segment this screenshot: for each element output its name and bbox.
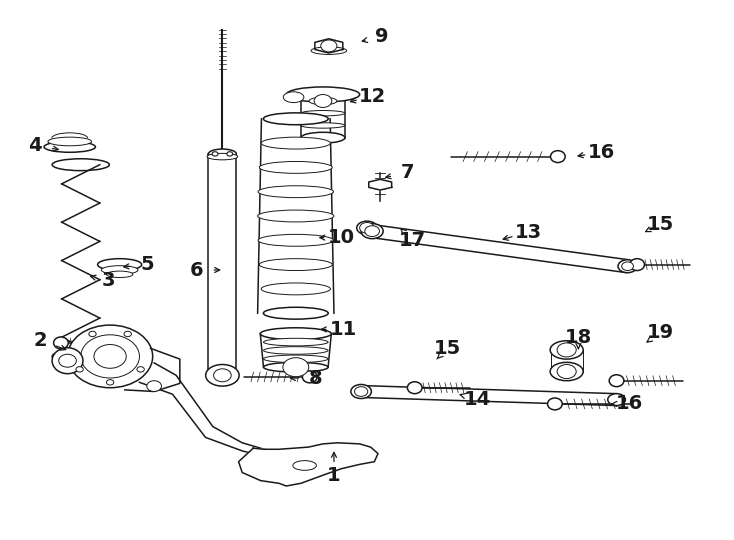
Ellipse shape xyxy=(52,348,83,374)
Text: 16: 16 xyxy=(588,143,616,162)
Text: 10: 10 xyxy=(328,228,355,247)
Ellipse shape xyxy=(609,375,624,387)
Ellipse shape xyxy=(101,266,138,274)
Ellipse shape xyxy=(302,371,317,383)
Circle shape xyxy=(137,367,145,372)
Circle shape xyxy=(355,387,368,396)
Ellipse shape xyxy=(407,382,422,394)
Ellipse shape xyxy=(550,362,583,381)
Circle shape xyxy=(365,226,379,237)
Ellipse shape xyxy=(311,47,346,55)
Circle shape xyxy=(360,222,374,233)
Text: 12: 12 xyxy=(359,86,387,106)
Circle shape xyxy=(214,369,231,382)
Ellipse shape xyxy=(258,210,334,222)
Text: 13: 13 xyxy=(515,222,542,242)
Ellipse shape xyxy=(264,355,328,363)
Text: 18: 18 xyxy=(564,328,592,347)
Ellipse shape xyxy=(351,384,371,399)
Text: 9: 9 xyxy=(375,27,388,46)
Circle shape xyxy=(59,354,76,367)
Ellipse shape xyxy=(261,328,331,340)
Text: 5: 5 xyxy=(140,255,153,274)
Circle shape xyxy=(81,335,139,378)
Text: 16: 16 xyxy=(616,394,644,414)
Ellipse shape xyxy=(301,123,345,128)
Circle shape xyxy=(212,152,218,156)
Ellipse shape xyxy=(264,347,328,354)
Circle shape xyxy=(314,94,332,107)
Circle shape xyxy=(76,367,83,372)
Ellipse shape xyxy=(550,151,565,163)
Ellipse shape xyxy=(293,461,316,470)
Circle shape xyxy=(622,262,633,271)
Ellipse shape xyxy=(301,132,345,143)
Polygon shape xyxy=(361,386,617,406)
Ellipse shape xyxy=(106,271,133,278)
Ellipse shape xyxy=(52,350,109,363)
Ellipse shape xyxy=(361,224,383,239)
Ellipse shape xyxy=(259,259,333,271)
Ellipse shape xyxy=(259,161,333,173)
Ellipse shape xyxy=(54,337,68,349)
Circle shape xyxy=(557,343,576,357)
Polygon shape xyxy=(239,443,378,486)
Polygon shape xyxy=(371,225,629,273)
Ellipse shape xyxy=(309,97,337,105)
Ellipse shape xyxy=(608,394,625,406)
Text: 3: 3 xyxy=(102,271,115,291)
Text: 15: 15 xyxy=(647,214,675,234)
Ellipse shape xyxy=(44,141,95,152)
Ellipse shape xyxy=(264,362,328,372)
Text: 6: 6 xyxy=(190,260,203,280)
Ellipse shape xyxy=(52,159,109,171)
Circle shape xyxy=(89,331,96,336)
Ellipse shape xyxy=(357,221,377,234)
Circle shape xyxy=(106,380,114,385)
Polygon shape xyxy=(315,39,343,53)
Text: 4: 4 xyxy=(29,136,42,156)
Ellipse shape xyxy=(48,137,92,146)
Ellipse shape xyxy=(208,149,236,159)
Circle shape xyxy=(68,325,153,388)
Ellipse shape xyxy=(548,398,562,410)
Ellipse shape xyxy=(206,364,239,386)
Circle shape xyxy=(227,152,233,156)
Text: 17: 17 xyxy=(399,231,426,250)
Ellipse shape xyxy=(264,113,328,125)
Ellipse shape xyxy=(630,259,644,271)
Ellipse shape xyxy=(98,259,142,271)
Ellipse shape xyxy=(301,111,345,116)
Circle shape xyxy=(124,331,131,336)
Ellipse shape xyxy=(283,92,304,103)
Circle shape xyxy=(557,364,576,379)
Ellipse shape xyxy=(618,260,637,273)
Ellipse shape xyxy=(264,307,328,319)
Text: 11: 11 xyxy=(330,320,357,339)
Circle shape xyxy=(283,357,309,377)
Text: 8: 8 xyxy=(309,368,322,388)
Ellipse shape xyxy=(264,338,328,346)
Text: 2: 2 xyxy=(34,330,47,350)
Text: 19: 19 xyxy=(647,322,674,342)
Ellipse shape xyxy=(261,137,330,149)
Ellipse shape xyxy=(261,283,330,295)
Circle shape xyxy=(94,345,126,368)
Polygon shape xyxy=(368,179,392,190)
Ellipse shape xyxy=(207,153,238,160)
Text: 14: 14 xyxy=(463,390,491,409)
Circle shape xyxy=(321,40,337,52)
Text: 7: 7 xyxy=(401,163,414,183)
Text: 15: 15 xyxy=(434,339,462,358)
Ellipse shape xyxy=(286,87,360,102)
Ellipse shape xyxy=(258,234,333,246)
Text: 1: 1 xyxy=(327,465,341,485)
Ellipse shape xyxy=(550,341,583,359)
Polygon shape xyxy=(44,137,95,151)
Circle shape xyxy=(147,381,161,392)
Ellipse shape xyxy=(258,186,333,198)
